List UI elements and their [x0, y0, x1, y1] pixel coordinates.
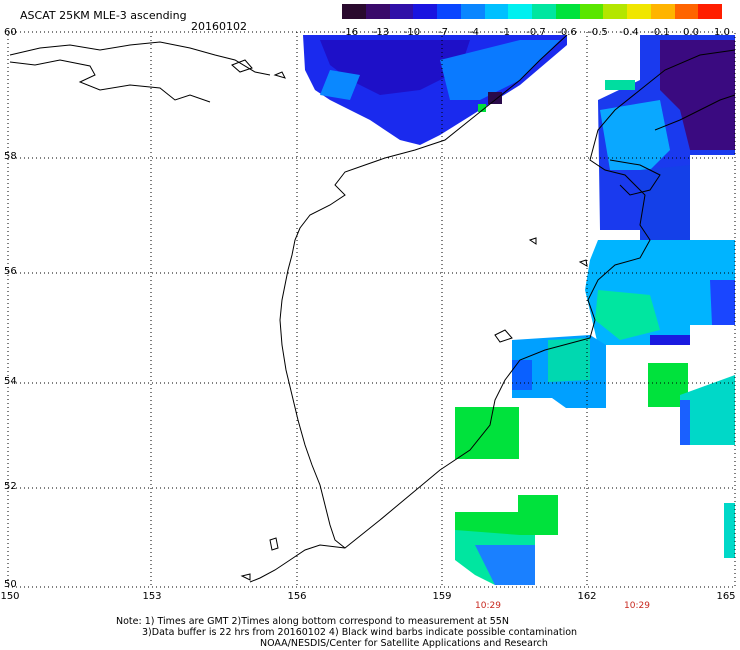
color-scale-swatch	[650, 4, 675, 19]
swath-dark-cell	[488, 92, 502, 104]
color-scale-swatch	[484, 4, 509, 19]
swath-right-edge	[680, 375, 735, 445]
color-scale-label: -16	[341, 27, 359, 38]
coast-west-kamchatka	[279, 34, 736, 549]
lat-label-52: 52	[4, 481, 17, 492]
coast-east-peninsula	[654, 94, 736, 131]
swath-lower-green-block	[455, 407, 519, 459]
coastline	[9, 34, 736, 583]
swath-east-cell	[650, 335, 690, 345]
color-scale-swatch	[698, 4, 722, 19]
swath-northeast-light	[600, 100, 670, 170]
color-scale-label: -7	[438, 27, 448, 38]
color-scale-label: 1.0	[714, 27, 730, 38]
color-scale-bar	[342, 4, 722, 19]
product-date: 20160102	[191, 20, 247, 33]
color-scale-swatch	[389, 4, 414, 19]
color-scale-swatch	[365, 4, 390, 19]
swath-north-central-light	[440, 40, 560, 100]
island-small-2	[273, 71, 286, 79]
color-scale-swatch	[674, 4, 699, 19]
swath-northeast-mid	[640, 165, 690, 245]
swath-northeast-dark	[660, 40, 735, 150]
swath-ne-green	[605, 80, 635, 90]
lon-label-150: 150	[0, 591, 20, 602]
color-scale-swatch	[555, 4, 580, 19]
island-small-5	[578, 259, 588, 267]
map-frame	[7, 31, 736, 588]
lat-label-60: 60	[4, 27, 17, 38]
coast-bay-north	[9, 59, 211, 103]
island-small-1	[231, 59, 253, 73]
note-line-2: 3)Data buffer is 22 hrs from 20160102 4)…	[142, 627, 578, 638]
color-scale-swatch	[627, 4, 651, 19]
graticule	[8, 32, 735, 587]
swath-bottom-green	[455, 495, 558, 535]
lon-label-159: 159	[432, 591, 452, 602]
color-scale-swatch	[603, 4, 627, 19]
lat-label-58: 58	[4, 151, 17, 162]
coast-south-tip	[249, 544, 346, 583]
color-scale-label: -0.5	[588, 27, 608, 38]
lat-label-56: 56	[4, 266, 17, 277]
swath-east-blue	[710, 280, 735, 325]
coast-mainland-north	[9, 41, 271, 76]
swath-bottom-blue	[475, 545, 535, 585]
coast-inner-east	[609, 159, 661, 196]
swath-east-green	[595, 290, 660, 340]
color-scale-swatch	[413, 4, 437, 19]
island-small-3	[494, 329, 513, 343]
color-scale-swatch	[437, 4, 461, 19]
scatterometer-swaths	[303, 35, 735, 585]
swath-middle-green	[548, 338, 590, 382]
island-south-1	[269, 537, 279, 551]
island-small-4	[528, 237, 537, 245]
color-scale-swatch	[342, 4, 366, 19]
swath-green-cell	[478, 104, 486, 112]
island-south-2	[240, 573, 251, 581]
note-line-3: NOAA/NESDIS/Center for Satellite Applica…	[260, 638, 548, 649]
swath-north-central-patch	[320, 70, 360, 100]
color-scale-swatch	[460, 4, 485, 19]
product-title: ASCAT 25KM MLE-3 ascending	[20, 9, 187, 22]
color-scale-label: 0.0	[683, 27, 699, 38]
color-scale-label: -0.6	[557, 27, 577, 38]
lat-label-50: 50	[4, 579, 17, 590]
swath-right-edge-small	[724, 503, 735, 558]
note-line-1: Note: 1) Times are GMT 2)Times along bot…	[116, 616, 509, 627]
color-scale-swatch	[532, 4, 556, 19]
lon-label-165: 165	[716, 591, 736, 602]
lat-label-54: 54	[4, 376, 17, 387]
lon-label-156: 156	[287, 591, 307, 602]
color-scale-label: -4	[469, 27, 479, 38]
color-scale-swatch	[508, 4, 532, 19]
time-label-2: 10:29	[624, 601, 650, 611]
lon-label-162: 162	[577, 591, 597, 602]
swath-right-edge-blue	[680, 400, 690, 445]
lon-label-153: 153	[142, 591, 162, 602]
time-label-1: 10:29	[475, 601, 501, 611]
color-scale-swatch	[579, 4, 604, 19]
swath-middle-edge	[512, 360, 532, 390]
